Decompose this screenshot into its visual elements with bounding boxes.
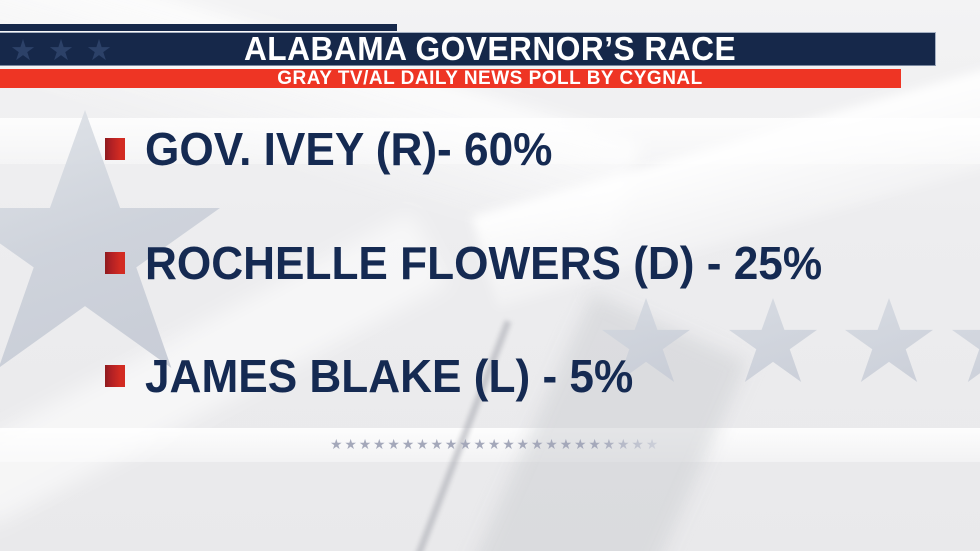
title-bar: ★★★ — [0, 32, 936, 66]
result-row: GOV. IVEY (R)- 60% — [105, 123, 569, 175]
bullet-square-icon — [105, 252, 125, 274]
result-label: JAMES BLAKE (L) - 5% — [145, 350, 634, 402]
bullet-square-icon — [105, 138, 125, 160]
header-accent-strip — [0, 24, 397, 31]
subtitle-bar — [0, 69, 901, 88]
result-label: GOV. IVEY (R)- 60% — [145, 123, 553, 175]
footer-star-strip-icon: ★★★★★★★★★★★★★★★★★★★★★★★ — [330, 437, 661, 453]
background-star — [845, 298, 933, 382]
result-row: ROCHELLE FLOWERS (D) - 25% — [105, 237, 850, 289]
page-title: ALABAMA GOVERNOR’S RACE — [243, 30, 737, 67]
result-label: ROCHELLE FLOWERS (D) - 25% — [145, 237, 823, 289]
page-subtitle: GRAY TV/AL DAILY NEWS POLL BY CYGNAL — [277, 68, 703, 89]
result-row: JAMES BLAKE (L) - 5% — [105, 350, 654, 402]
background-star — [952, 298, 980, 382]
title-bar-stars-icon: ★★★ — [10, 33, 124, 67]
bullet-square-icon — [105, 365, 125, 387]
